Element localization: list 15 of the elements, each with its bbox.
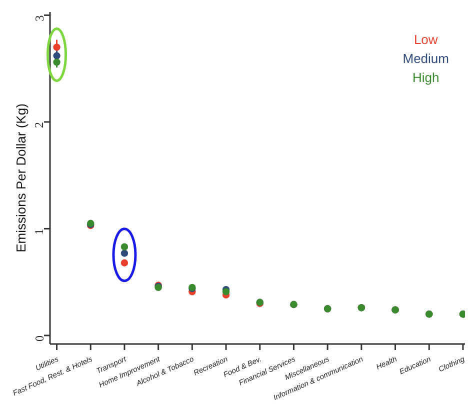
y-tick-label: 2: [32, 122, 46, 128]
y-axis-title: Emissions Per Dollar (Kg): [14, 104, 29, 252]
text: Low: [412, 31, 439, 49]
y-tick-label: 3: [32, 15, 46, 22]
point: [53, 44, 60, 51]
y-tick-label: 1: [32, 228, 46, 235]
point: [53, 52, 60, 60]
point: [120, 243, 128, 250]
text: High: [412, 69, 440, 87]
point: [120, 259, 128, 266]
text: Medium: [402, 50, 449, 68]
y-tick-label: 0: [32, 335, 46, 342]
point: [53, 58, 60, 66]
point: [120, 250, 128, 257]
point: [222, 288, 230, 296]
